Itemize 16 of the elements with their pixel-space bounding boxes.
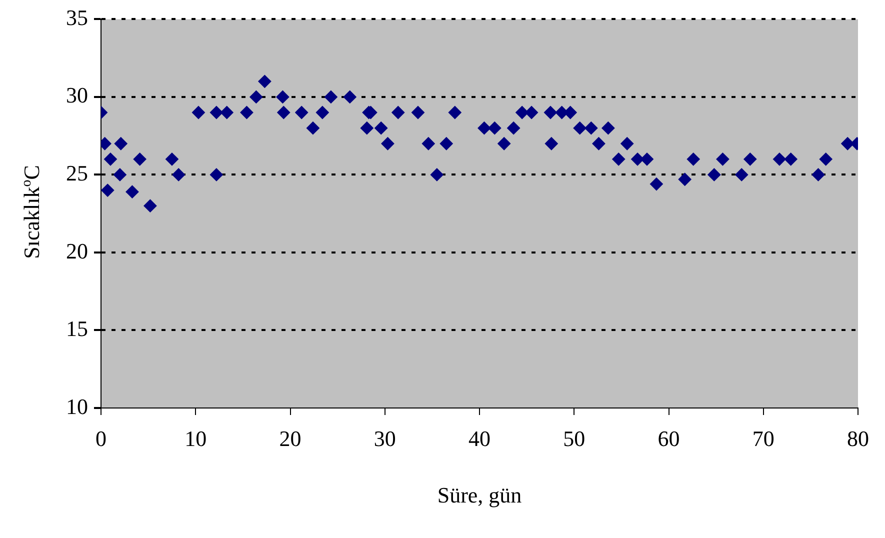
x-tick-label: 40 — [468, 426, 490, 451]
x-tick-label: 10 — [184, 426, 207, 451]
y-tick-label: 15 — [66, 316, 88, 342]
x-tick-label: 70 — [752, 426, 774, 451]
y-tick-label: 30 — [66, 82, 88, 108]
y-tick-label: 25 — [66, 160, 88, 186]
x-tick-label: 60 — [658, 426, 680, 451]
y-tick-label: 35 — [66, 4, 88, 30]
x-axis-title: Süre, gün — [437, 482, 522, 508]
x-tick-label: 30 — [374, 426, 396, 451]
x-tick-label: 0 — [96, 426, 106, 451]
y-tick-label: 20 — [66, 238, 88, 264]
y-tick-label: 10 — [66, 394, 88, 419]
x-tick-label: 80 — [847, 426, 869, 451]
x-tick-label: 50 — [563, 426, 586, 451]
x-tick-label: 20 — [279, 426, 302, 451]
